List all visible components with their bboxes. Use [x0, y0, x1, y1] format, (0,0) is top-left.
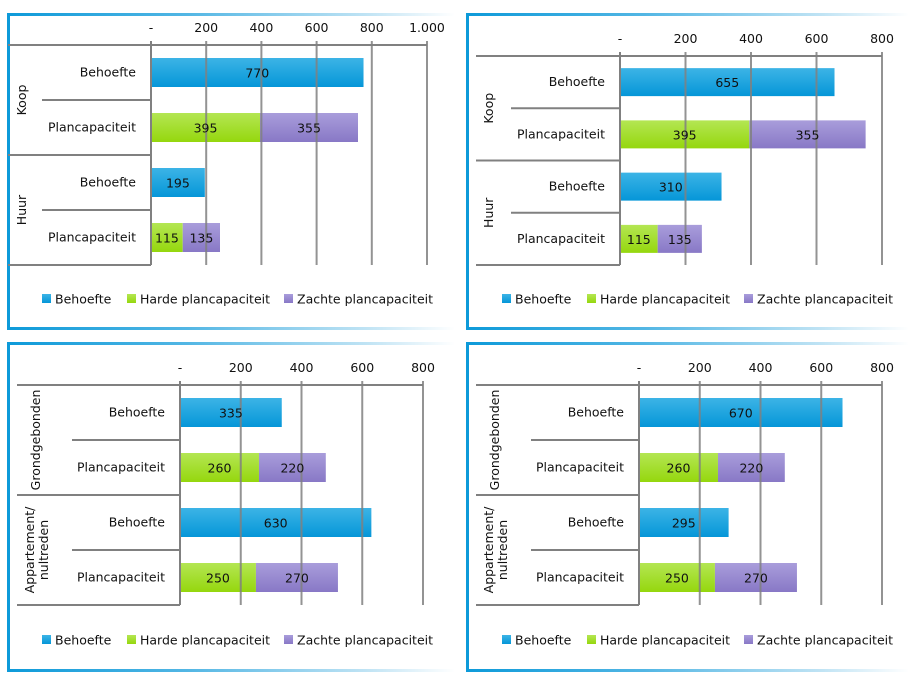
chart-frame-border — [7, 13, 455, 16]
chart-panel-bottom-right — [466, 342, 909, 672]
chart-panel-top-right — [466, 13, 909, 330]
chart-frame-border — [466, 342, 469, 672]
chart-frame-border — [7, 13, 10, 330]
chart-frame-border — [7, 327, 455, 330]
chart-panel-bottom-left — [7, 342, 455, 672]
chart-panel-top-left — [7, 13, 455, 330]
chart-frame-border — [466, 342, 909, 345]
chart-frame-border — [7, 669, 455, 672]
chart-frame-border — [7, 342, 455, 345]
chart-frame-border — [466, 327, 909, 330]
chart-frame-border — [7, 342, 10, 672]
chart-frame-border — [466, 13, 909, 16]
chart-frame-border — [466, 13, 469, 330]
chart-frame-border — [466, 669, 909, 672]
